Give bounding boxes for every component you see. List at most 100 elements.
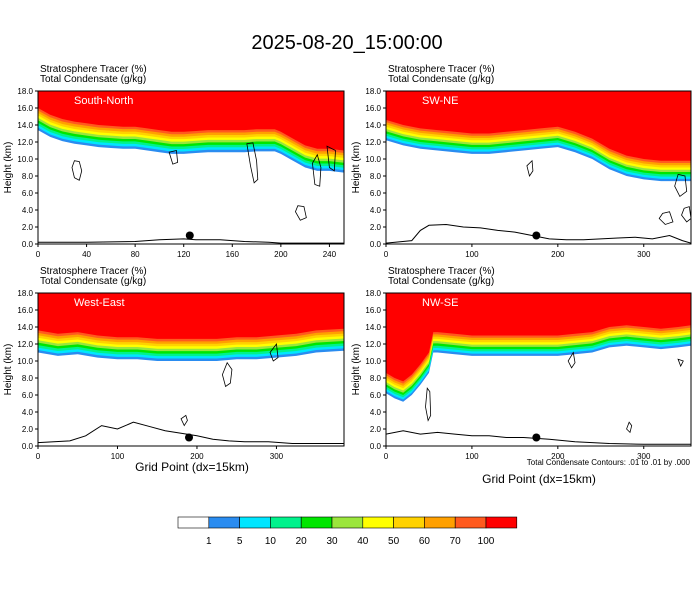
- colorbar-cell: [270, 516, 302, 529]
- panel-nw-se: 0.0 2.0 4.0 6.0 8.0 10.0 12.0 14.0 16.0 18.0 0 100 2…: [351, 266, 692, 461]
- condensate-contour-1: [658, 211, 674, 225]
- y-tick-label: 2.0: [370, 425, 382, 434]
- y-axis-label: Height (km): [3, 142, 14, 194]
- y-tick-label: 4.0: [22, 206, 34, 215]
- colorbar-label: 10: [265, 536, 277, 547]
- y-tick-label: 6.0: [370, 189, 382, 198]
- panel-title-line2: Total Condensate (g/kg): [40, 276, 146, 287]
- condensate-contour-2: [180, 414, 188, 427]
- condensate-contour-0: [425, 387, 432, 422]
- y-tick-label: 18.0: [365, 87, 381, 96]
- colorbar-label: 50: [388, 536, 400, 547]
- y-axis-label: Height (km): [351, 142, 362, 194]
- plot-frame: [385, 90, 692, 245]
- condensate-contour-2: [246, 142, 259, 184]
- location-marker: [185, 433, 194, 442]
- x-tick-label: 100: [465, 250, 479, 259]
- location-marker: [532, 231, 541, 240]
- y-axis-label: Height (km): [3, 344, 14, 396]
- y-tick-label: 8.0: [22, 374, 34, 383]
- y-tick-label: 18.0: [365, 289, 381, 298]
- x-tick-label: 200: [274, 250, 288, 259]
- plot-frame: [385, 292, 692, 447]
- y-tick-label: 18.0: [17, 289, 33, 298]
- plot-area: [38, 293, 344, 444]
- contour-note: Total Condensate Contours: .01 to .01 by…: [527, 458, 691, 467]
- y-tick-label: 6.0: [22, 391, 34, 400]
- condensate-contour-1: [168, 150, 179, 165]
- tracer-band-10: [386, 293, 691, 382]
- x-tick-label: 80: [131, 250, 140, 259]
- colorbar-cell: [485, 516, 518, 529]
- y-tick-label: 4.0: [370, 206, 382, 215]
- condensate-contour-1: [269, 342, 279, 362]
- colorbar-cell: [177, 516, 210, 529]
- panel-west-east: 0.0 2.0 4.0 6.0 8.0 10.0 12.0 14.0 16.0 18.0 0 100 2…: [3, 266, 345, 461]
- y-tick-label: 16.0: [365, 104, 381, 113]
- tracer-band-10: [38, 91, 344, 151]
- y-tick-label: 14.0: [365, 323, 381, 332]
- y-tick-label: 18.0: [17, 87, 33, 96]
- condensate-contour-4: [312, 153, 322, 187]
- y-tick-label: 6.0: [22, 189, 34, 198]
- colorbar-label: 70: [450, 536, 462, 547]
- x-tick-label: 120: [177, 250, 191, 259]
- y-tick-label: 14.0: [17, 323, 33, 332]
- colorbar-cell: [424, 516, 456, 529]
- x-tick-label: 0: [36, 452, 41, 461]
- x-tick-label: 200: [551, 250, 565, 259]
- colorbar-label: 100: [478, 536, 495, 547]
- plot-frame: [37, 292, 345, 447]
- y-tick-label: 12.0: [365, 138, 381, 147]
- x-tick-label: 0: [384, 250, 389, 259]
- y-tick-label: 16.0: [17, 104, 33, 113]
- condensate-contour-3: [677, 358, 684, 368]
- panels: 0.0 2.0 4.0 6.0 8.0 10.0 12.0 14.0 16.0 18.0 0 40 80…: [3, 64, 692, 461]
- x-tick-label: 100: [465, 452, 479, 461]
- tracer-band-10: [38, 293, 344, 339]
- condensate-contour-3: [681, 206, 691, 223]
- y-tick-label: 8.0: [370, 374, 382, 383]
- location-marker: [532, 433, 541, 442]
- y-tick-label: 6.0: [370, 391, 382, 400]
- x-tick-label: 300: [637, 250, 651, 259]
- panel-title-line2: Total Condensate (g/kg): [388, 276, 494, 287]
- terrain-line: [386, 430, 691, 445]
- panel-title-line2: Total Condensate (g/kg): [388, 74, 494, 85]
- x-tick-label: 100: [111, 452, 125, 461]
- y-tick-label: 12.0: [17, 138, 33, 147]
- condensate-contour-0: [221, 361, 233, 388]
- x-tick-label: 200: [551, 452, 565, 461]
- colorbar-label: 60: [419, 536, 431, 547]
- cross-section-label: SW-NE: [422, 95, 458, 107]
- colorbar-label: 40: [357, 536, 369, 547]
- y-tick-label: 0.0: [370, 240, 382, 249]
- panel-title-line1: Stratosphere Tracer (%): [40, 64, 147, 75]
- terrain-line: [38, 421, 344, 444]
- colorbar-label: 20: [296, 536, 308, 547]
- condensate-contour-1: [567, 351, 576, 369]
- colorbar-label: 30: [326, 536, 338, 547]
- colorbar-label: 5: [237, 536, 243, 547]
- colorbar-cell: [362, 516, 394, 529]
- x-tick-label: 200: [190, 452, 204, 461]
- x-tick-label: 300: [270, 452, 284, 461]
- panel-title-line1: Stratosphere Tracer (%): [388, 64, 495, 75]
- y-tick-label: 10.0: [365, 155, 381, 164]
- panel-title-line1: Stratosphere Tracer (%): [40, 266, 147, 277]
- condensate-contour-2: [674, 173, 688, 198]
- cross-section-label: South-North: [74, 95, 133, 107]
- y-tick-label: 0.0: [22, 240, 34, 249]
- y-axis-label: Height (km): [351, 344, 362, 396]
- y-tick-label: 4.0: [22, 408, 34, 417]
- y-tick-label: 10.0: [365, 357, 381, 366]
- condensate-contour-0: [526, 159, 534, 177]
- x-tick-label: 0: [384, 452, 389, 461]
- y-tick-label: 0.0: [370, 442, 382, 451]
- y-tick-label: 12.0: [17, 340, 33, 349]
- plot-area: [38, 91, 344, 244]
- y-tick-label: 8.0: [22, 172, 34, 181]
- cross-section-label: NW-SE: [422, 297, 458, 309]
- x-tick-label: 300: [637, 452, 651, 461]
